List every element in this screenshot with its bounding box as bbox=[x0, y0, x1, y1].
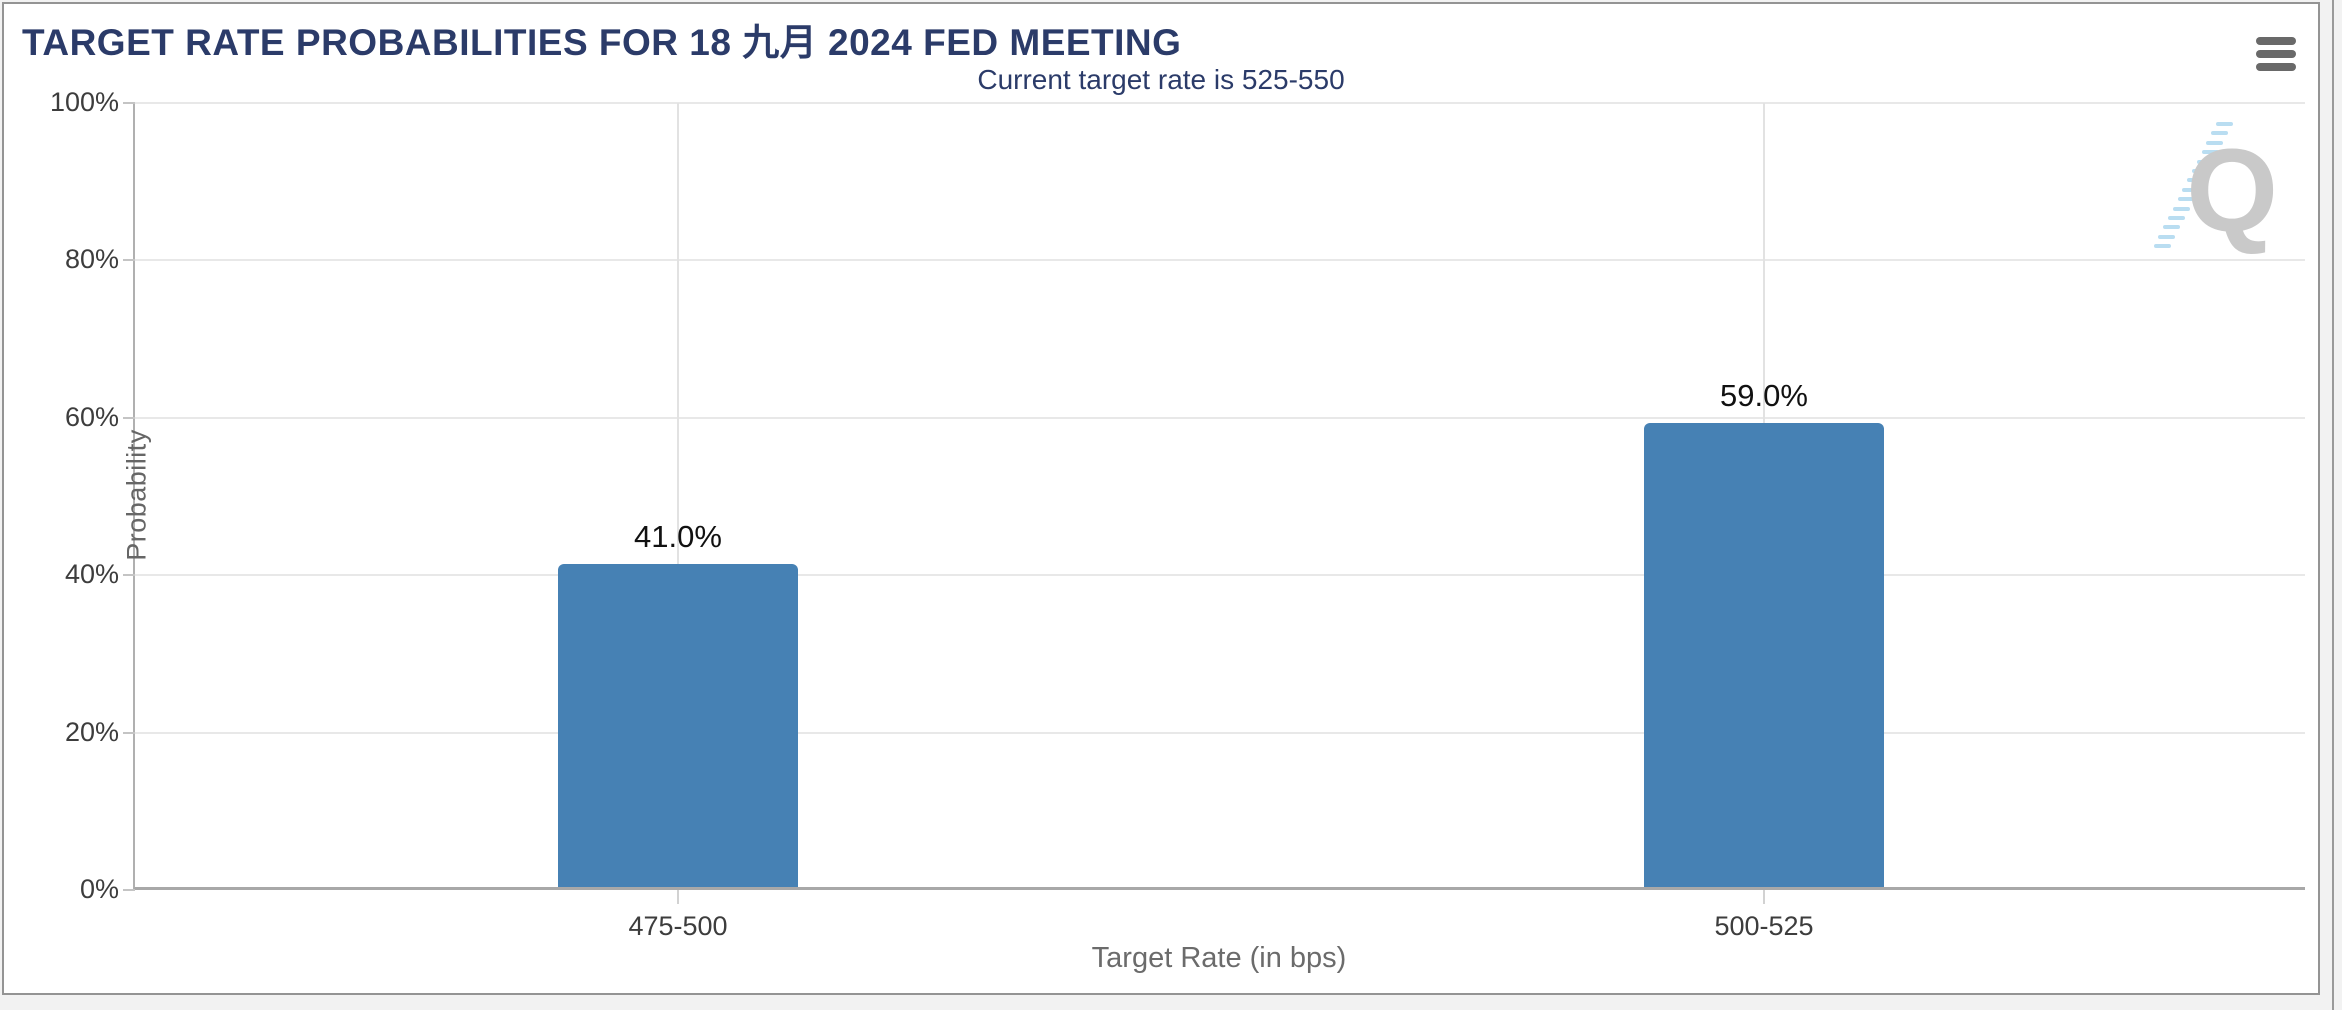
x-tick-label: 475-500 bbox=[628, 911, 728, 941]
x-tick-mark bbox=[677, 890, 679, 904]
h-gridline bbox=[135, 416, 2305, 419]
y-axis-title: Probability bbox=[121, 429, 152, 561]
v-gridline bbox=[677, 103, 679, 887]
hamburger-bar bbox=[2256, 37, 2296, 45]
chart-panel: TARGET RATE PROBABILITIES FOR 18 九月 2024… bbox=[2, 2, 2320, 995]
y-tick-mark bbox=[123, 416, 135, 419]
x-tick-label: 500-525 bbox=[1714, 911, 1814, 941]
y-tick-label: 40% bbox=[64, 559, 119, 590]
h-gridline bbox=[135, 574, 2305, 577]
panel-divider bbox=[2332, 0, 2334, 1010]
plot-area: 0% 20% 40% 60% 80% 100% 475-500 500-525 41.0% 59… bbox=[50, 87, 2305, 941]
y-tick-mark bbox=[123, 259, 135, 262]
hamburger-menu-icon[interactable] bbox=[2256, 37, 2296, 71]
y-tick-label: 0% bbox=[79, 874, 119, 904]
y-tick-mark bbox=[123, 574, 135, 577]
y-tick-label: 20% bbox=[64, 716, 119, 747]
y-tick-label: 80% bbox=[64, 244, 119, 275]
chart-subtitle: Current target rate is 525-550 bbox=[977, 64, 1345, 95]
hamburger-bar bbox=[2256, 50, 2296, 58]
chart-title: TARGET RATE PROBABILITIES FOR 18 九月 2024… bbox=[22, 22, 1182, 63]
y-tick-mark bbox=[123, 889, 135, 891]
h-gridline bbox=[135, 731, 2305, 734]
probability-bar[interactable] bbox=[1644, 422, 1884, 887]
y-tick-mark bbox=[123, 102, 135, 104]
h-gridline bbox=[135, 259, 2305, 262]
h-gridline bbox=[135, 102, 2305, 104]
y-tick-label: 60% bbox=[64, 401, 119, 432]
y-tick-mark bbox=[123, 731, 135, 734]
probability-bar[interactable] bbox=[558, 564, 798, 887]
x-tick-mark bbox=[1763, 890, 1765, 904]
hamburger-bar bbox=[2256, 63, 2296, 71]
x-axis-title: Target Rate (in bps) bbox=[1091, 942, 1347, 974]
bar-value-label: 41.0% bbox=[634, 519, 722, 555]
bar-value-label: 59.0% bbox=[1720, 377, 1808, 413]
y-tick-label: 100% bbox=[49, 87, 119, 117]
